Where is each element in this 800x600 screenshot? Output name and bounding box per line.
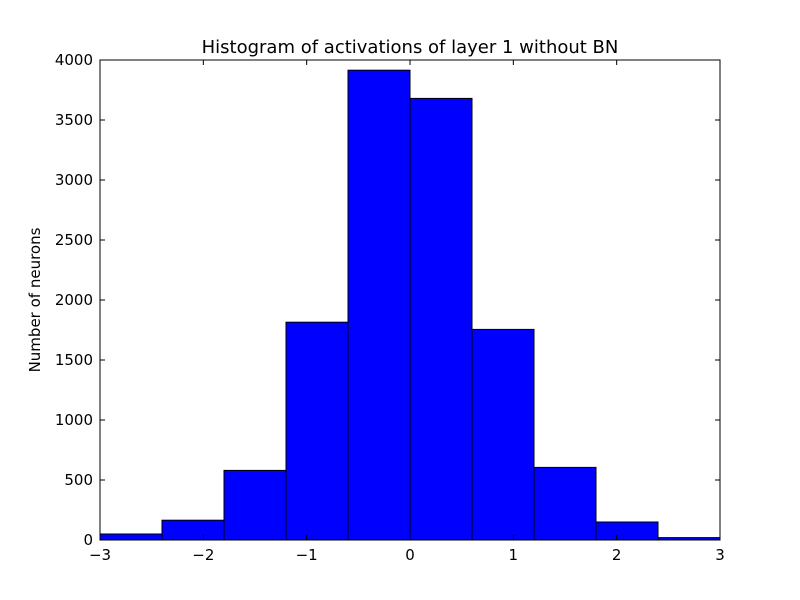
bars-group [99,69,721,541]
histogram-bar-2 [223,469,287,541]
histogram-bar-5 [409,97,473,541]
histogram-bar-6 [471,328,535,541]
y-tick-label-2: 1000 [55,411,93,429]
ticks-group: −3 −2 −1 0 1 2 3 0 500 1000 1500 2000 2500 3000 3500 40… [55,51,725,564]
x-tick-label-2: −1 [296,546,318,564]
histogram-bar-4 [347,69,411,541]
y-tick-label-3: 1500 [55,351,93,369]
x-tick-label-4: 1 [509,546,519,564]
y-tick-label-6: 3000 [55,171,93,189]
x-tick-label-1: −2 [192,546,214,564]
y-tick-label-0: 0 [83,531,93,549]
plot-frame [99,59,721,541]
y-tick-label-4: 2000 [55,291,93,309]
x-tick-label-6: 3 [715,546,725,564]
y-tick-label-1: 500 [64,471,93,489]
x-tick-label-3: 0 [405,546,415,564]
x-tick-label-0: −3 [89,546,111,564]
histogram-bar-1 [161,519,225,541]
histogram-bar-0 [99,533,163,541]
y-tick-label-5: 2500 [55,231,93,249]
y-tick-label-7: 3500 [55,111,93,129]
histogram-bar-7 [533,466,597,541]
histogram-bar-8 [595,521,659,541]
histogram-bar-3 [285,321,349,541]
chart-title: Histogram of activations of layer 1 with… [202,37,619,58]
x-tick-label-5: 2 [612,546,622,564]
y-axis-label: Number of neurons [26,227,44,372]
y-tick-label-8: 4000 [55,51,93,69]
